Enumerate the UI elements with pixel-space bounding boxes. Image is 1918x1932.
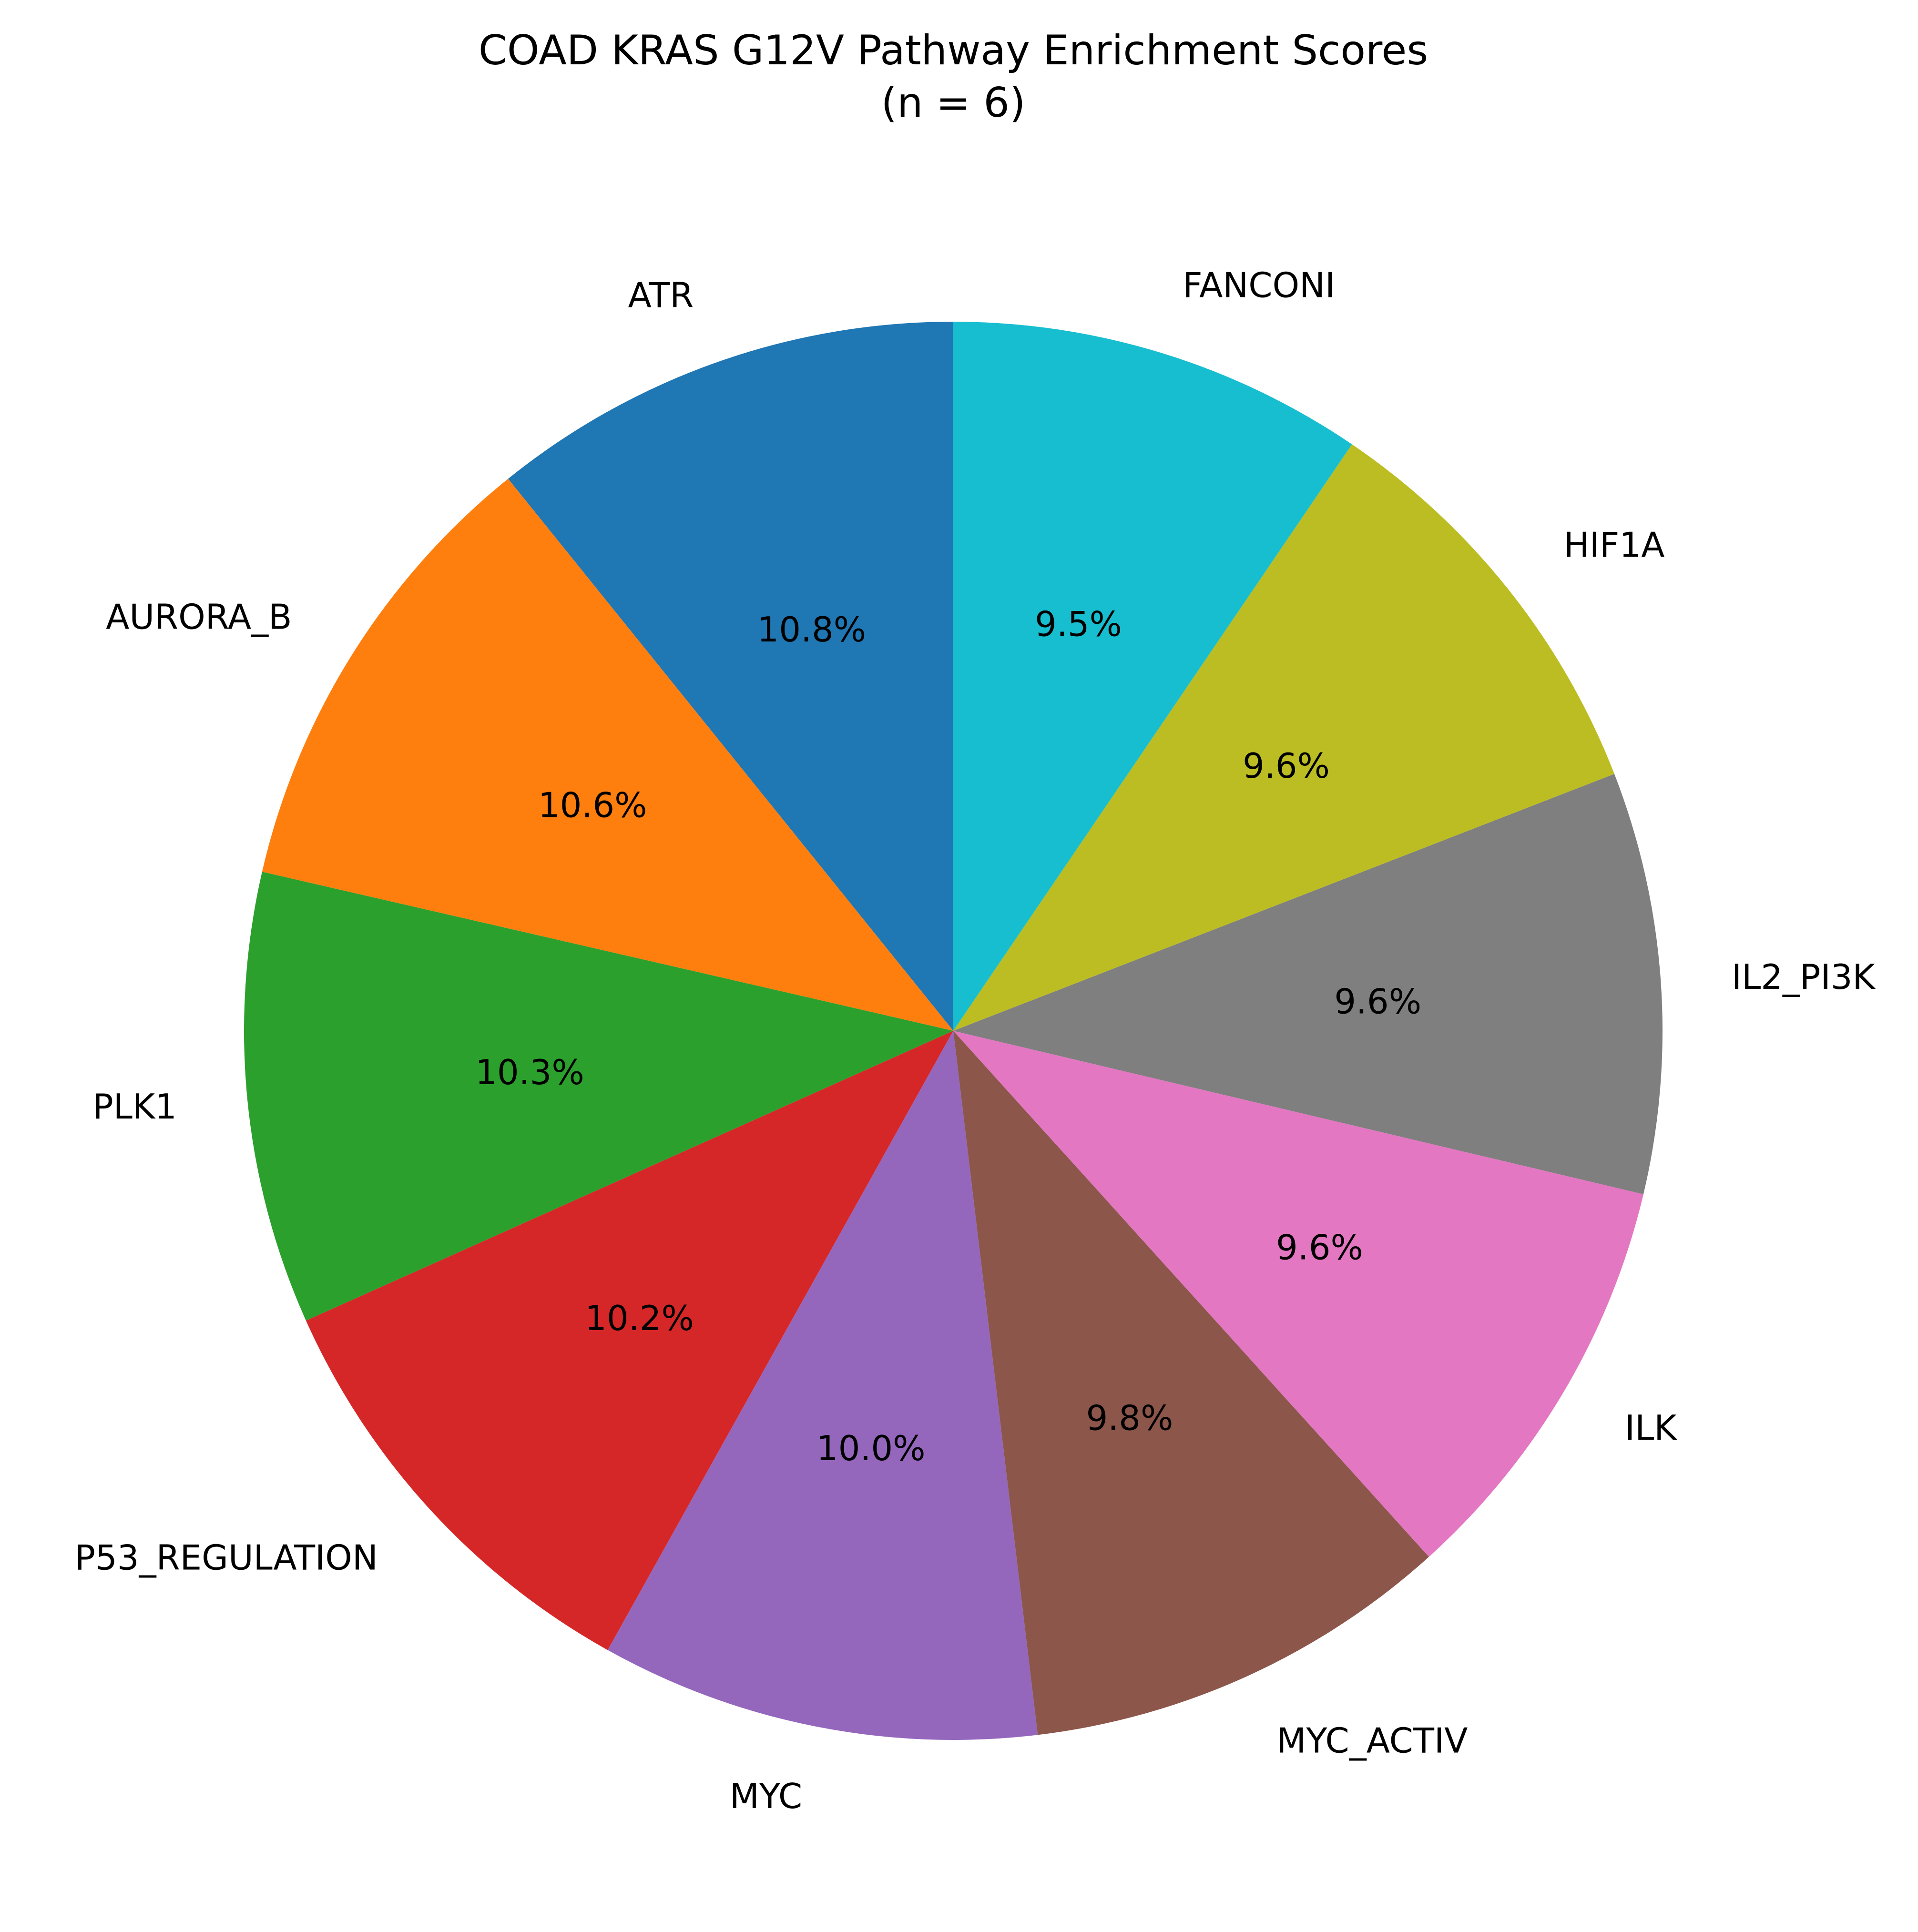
percent-labels: 10.8% 10.6% 10.3% 10.2% 10.0% 9.8% 9.6% 9.6% 9.6…: [475, 604, 1421, 1468]
slice-percent-label: 9.6%: [1276, 1227, 1363, 1267]
pie-slice: [306, 1031, 953, 1650]
pie-slice: [244, 872, 954, 1321]
slice-category-label: MYC: [730, 1776, 802, 1816]
slice-category-label: PLK1: [92, 1087, 177, 1127]
chart-title: COAD KRAS G12V Pathway Enrichment Scores: [479, 27, 1428, 74]
slice-category-label: ILK: [1625, 1408, 1677, 1448]
pie-slices: [244, 322, 1663, 1740]
slice-category-label: P53_REGULATION: [75, 1537, 378, 1577]
slice-percent-label: 10.2%: [585, 1298, 694, 1338]
slice-category-label: IL2_PI3K: [1732, 957, 1876, 997]
pie-slice: [953, 1031, 1643, 1557]
slice-percent-label: 9.6%: [1243, 746, 1330, 786]
slice-category-label: AURORA_B: [106, 597, 292, 637]
slice-labels: ATR AURORA_B PLK1 P53_REGULATION MYC MYC_ACTI…: [75, 265, 1876, 1816]
slice-percent-label: 10.8%: [757, 610, 866, 650]
pie-slice: [953, 322, 1352, 1031]
slice-percent-label: 10.6%: [538, 785, 647, 825]
pie-slice: [508, 322, 953, 1031]
slice-percent-label: 9.6%: [1334, 981, 1421, 1021]
slice-category-label: MYC_ACTIV: [1276, 1721, 1468, 1761]
slice-percent-label: 9.8%: [1086, 1398, 1173, 1438]
slice-percent-label: 10.0%: [816, 1428, 926, 1468]
pie-slice: [953, 773, 1663, 1194]
slice-percent-label: 9.5%: [1035, 604, 1122, 644]
pie-slice: [953, 444, 1614, 1031]
slice-category-label: HIF1A: [1564, 525, 1665, 565]
slice-percent-label: 10.3%: [475, 1052, 584, 1092]
pie-slice: [953, 1031, 1429, 1735]
slice-category-label: FANCONI: [1183, 265, 1335, 305]
pie-slice: [607, 1031, 1038, 1740]
slice-category-label: ATR: [628, 275, 694, 315]
pie-slice: [262, 478, 953, 1031]
chart-subtitle: (n = 6): [881, 79, 1025, 127]
